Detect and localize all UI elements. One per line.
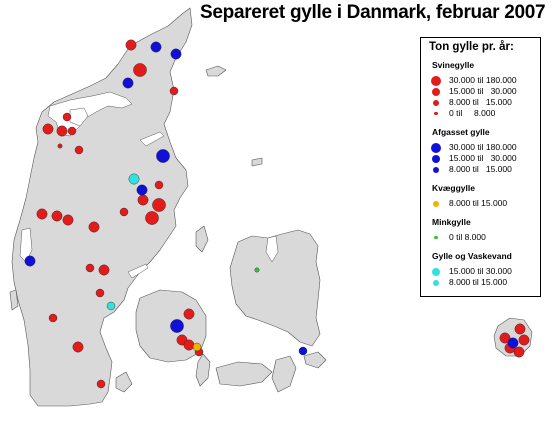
afgasset-site-marker bbox=[170, 48, 182, 60]
legend-symbol bbox=[433, 279, 439, 286]
isefjord bbox=[265, 235, 279, 263]
svinegylle-site-marker bbox=[152, 198, 166, 212]
svinegylle-site-marker bbox=[51, 210, 63, 222]
afgasset-site-marker bbox=[170, 319, 184, 333]
svinegylle-site-marker bbox=[513, 346, 525, 358]
svinegylle-site-marker bbox=[62, 214, 74, 226]
svinegylle-site-marker bbox=[42, 123, 54, 135]
vaskevand-site-marker bbox=[128, 173, 140, 185]
svinegylle-site-marker bbox=[514, 323, 526, 335]
legend: Ton gylle pr. år: Svinegylle 30.000 til 1… bbox=[420, 37, 541, 297]
legend-heading: Svinegylle bbox=[432, 60, 475, 70]
legend-symbol bbox=[433, 99, 439, 106]
legend-symbol bbox=[432, 267, 440, 276]
water-features bbox=[19, 91, 279, 279]
svinegylle-site-marker bbox=[95, 288, 105, 298]
zealand-landmass bbox=[229, 229, 321, 347]
legend-heading: Kvæggylle bbox=[432, 183, 475, 193]
svinegylle-site-marker bbox=[518, 334, 530, 346]
svinegylle-site-marker bbox=[57, 143, 63, 149]
legend-symbol bbox=[434, 235, 438, 240]
svinegylle-site-marker bbox=[133, 63, 147, 77]
legend-symbol bbox=[433, 166, 439, 173]
legend-label: 30.000 til 180.000 bbox=[449, 75, 517, 85]
lolland-landmass bbox=[215, 361, 273, 387]
fano-landmass bbox=[9, 289, 19, 311]
afgasset-site-marker bbox=[298, 346, 308, 356]
minkgylle-site-marker bbox=[254, 267, 260, 273]
svinegylle-site-marker bbox=[36, 208, 48, 220]
legend-label: 30.000 til 180.000 bbox=[449, 142, 517, 152]
afgasset-site-marker bbox=[156, 149, 170, 163]
legend-label: 15.000 til 30.000 bbox=[449, 86, 517, 96]
svinegylle-site-marker bbox=[48, 313, 58, 323]
afgasset-site-marker bbox=[24, 255, 36, 267]
vejle-fjord bbox=[127, 263, 149, 279]
svinegylle-site-marker bbox=[119, 207, 129, 217]
svinegylle-site-marker bbox=[499, 332, 511, 344]
svinegylle-site-marker bbox=[67, 126, 77, 136]
laeso-landmass bbox=[205, 65, 227, 77]
falster-landmass bbox=[271, 355, 297, 393]
legend-label: 8.000 til 15.000 bbox=[449, 97, 512, 107]
svinegylle-site-marker bbox=[56, 125, 68, 137]
svinegylle-site-marker bbox=[183, 339, 195, 351]
svinegylle-site-marker bbox=[72, 341, 84, 353]
svinegylle-site-marker bbox=[183, 308, 195, 320]
svinegylle-site-marker bbox=[85, 263, 95, 273]
als-landmass bbox=[115, 371, 133, 393]
svinegylle-site-marker bbox=[88, 221, 100, 233]
legend-symbol bbox=[432, 154, 440, 163]
legend-symbol bbox=[431, 75, 441, 86]
svinegylle-site-marker bbox=[125, 39, 137, 51]
kvaeggylle-site-marker bbox=[192, 342, 202, 352]
legend-heading: Minkgylle bbox=[432, 217, 471, 227]
vaskevand-site-marker bbox=[106, 301, 116, 311]
svinegylle-site-marker bbox=[137, 194, 149, 206]
legend-title: Ton gylle pr. år: bbox=[429, 41, 514, 53]
legend-label: 0 til 8.000 bbox=[449, 108, 496, 118]
afgasset-site-marker bbox=[122, 77, 134, 89]
legend-symbol bbox=[431, 142, 441, 153]
afgasset-site-marker bbox=[150, 41, 162, 53]
legend-label: 15.000 til 30.000 bbox=[449, 153, 517, 163]
legend-label: 15.000 til 30.000 bbox=[449, 266, 512, 276]
svinegylle-site-marker bbox=[98, 264, 110, 276]
svinegylle-site-marker bbox=[62, 112, 72, 122]
anholt-landmass bbox=[251, 157, 263, 167]
legend-label: 8.000 til 15.000 bbox=[449, 198, 508, 208]
map-title: Separeret gylle i Danmark, februar 2007 bbox=[200, 2, 546, 23]
legend-heading: Gylle og Vaskevand bbox=[432, 251, 512, 261]
svinegylle-site-marker bbox=[96, 379, 106, 389]
langeland-landmass bbox=[195, 353, 211, 387]
svinegylle-site-marker bbox=[145, 211, 159, 225]
mon-landmass bbox=[303, 351, 327, 369]
legend-label: 8.000 til 15.000 bbox=[449, 164, 512, 174]
samso-landmass bbox=[195, 225, 209, 253]
site-markers bbox=[24, 39, 530, 389]
legend-symbol bbox=[432, 87, 440, 96]
svinegylle-site-marker bbox=[169, 86, 179, 96]
legend-heading: Afgasset gylle bbox=[432, 127, 490, 137]
mariager-fjord bbox=[139, 131, 165, 147]
legend-symbol bbox=[434, 111, 438, 116]
svinegylle-site-marker bbox=[74, 145, 84, 155]
mors-island bbox=[69, 107, 89, 127]
legend-label: 8.000 til 15.000 bbox=[449, 277, 508, 287]
legend-label: 0 til 8.000 bbox=[449, 232, 486, 242]
afgasset-site-marker bbox=[507, 337, 519, 349]
svinegylle-site-marker bbox=[154, 180, 164, 190]
legend-symbol bbox=[433, 200, 439, 207]
afgasset-site-marker bbox=[136, 184, 148, 196]
